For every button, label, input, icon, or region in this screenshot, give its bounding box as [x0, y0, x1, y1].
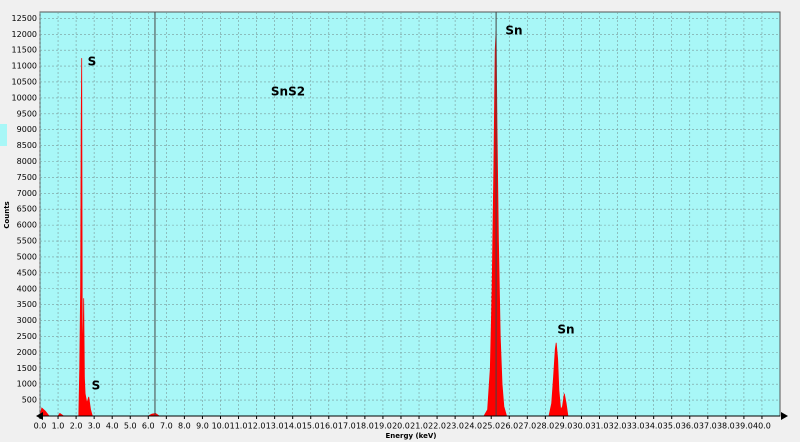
x-tick-label: 3.0: [88, 422, 101, 431]
x-tick-label: 13.0: [266, 422, 284, 431]
x-tick-label: 4.0: [106, 422, 119, 431]
y-tick-label: 3500: [17, 300, 37, 309]
y-tick-label: 7500: [17, 173, 37, 182]
x-tick-label: 15.0: [302, 422, 320, 431]
y-tick-label: 4000: [17, 284, 37, 293]
y-tick-label: 7000: [17, 189, 37, 198]
x-tick-label: 0.0: [34, 422, 47, 431]
x-tick-label: 35.0: [663, 422, 681, 431]
x-tick-label: 26.0: [500, 422, 518, 431]
x-tick-label: 24.0: [464, 422, 482, 431]
y-tick-label: 5000: [17, 252, 37, 261]
x-tick-label: 6.0: [142, 422, 155, 431]
y-tick-label: 3000: [17, 316, 37, 325]
x-tick-label: 5.0: [124, 422, 137, 431]
y-tick-label: 10000: [12, 93, 37, 102]
plot-area: [39, 11, 781, 417]
x-axis-title: Energy (keV): [385, 432, 436, 440]
y-tick-label: 11500: [12, 46, 37, 55]
x-tick-label: 1.0: [52, 422, 65, 431]
y-tick-label: 10500: [12, 77, 37, 86]
y-tick-label: 2000: [17, 348, 37, 357]
y-tick-label: 8500: [17, 141, 37, 150]
x-tick-label: 23.0: [446, 422, 464, 431]
x-tick-label: 7.0: [160, 422, 173, 431]
x-tick-label: 40.0: [753, 422, 771, 431]
y-tick-label: 4500: [17, 268, 37, 277]
x-tick-label: 9.0: [196, 422, 209, 431]
peak-label: S: [88, 55, 97, 69]
x-tick-label: 28.0: [536, 422, 554, 431]
x-tick-label: 37.0: [699, 422, 717, 431]
y-tick-label: 9500: [17, 109, 37, 118]
x-tick-label: 10.0: [212, 422, 230, 431]
y-tick-label: 500: [22, 396, 37, 405]
x-tick-label: 2.0: [70, 422, 83, 431]
peak-label: Sn: [557, 323, 574, 337]
x-tick-label: 33.0: [627, 422, 645, 431]
spectrum: [39, 31, 780, 417]
y-tick-label: 12000: [12, 30, 37, 39]
y-axis-title: Counts: [3, 201, 11, 228]
x-tick-label: 18.0: [356, 422, 374, 431]
y-tick-label: 5500: [17, 237, 37, 246]
x-tick-label: 29.0: [555, 422, 573, 431]
x-tick-label: 25.0: [482, 422, 500, 431]
y-tick-label: 1500: [17, 364, 37, 373]
x-tick-label: 19.0: [374, 422, 392, 431]
scroll-left[interactable]: [36, 412, 43, 420]
y-tick-label: 6000: [17, 221, 37, 230]
x-tick-label: 30.0: [573, 422, 591, 431]
y-tick-label: 6500: [17, 205, 37, 214]
x-tick-label: 20.0: [392, 422, 410, 431]
y-tick-label: 2500: [17, 332, 37, 341]
side-tab[interactable]: [0, 124, 7, 146]
x-tick-label: 36.0: [681, 422, 699, 431]
x-tick-label: 32.0: [609, 422, 627, 431]
x-tick-label: 38.0: [717, 422, 735, 431]
y-tick-label: 11000: [12, 62, 37, 71]
x-tick-label: 17.0: [338, 422, 356, 431]
x-tick-label: 8.0: [178, 422, 191, 431]
x-tick-label: 39.0: [735, 422, 753, 431]
peak-label: S: [92, 379, 101, 393]
x-tick-label: 31.0: [591, 422, 609, 431]
peak-label: Sn: [505, 24, 522, 38]
x-tick-label: 27.0: [518, 422, 536, 431]
peak-label: SnS2: [271, 85, 305, 99]
x-tick-label: 11.0: [230, 422, 248, 431]
x-tick-label: 34.0: [645, 422, 663, 431]
x-tick-label: 22.0: [428, 422, 446, 431]
y-tick-label: 12500: [12, 14, 37, 23]
x-tick-label: 21.0: [410, 422, 428, 431]
x-tick-label: 12.0: [248, 422, 266, 431]
y-tick-label: 9000: [17, 125, 37, 134]
y-tick-label: 8000: [17, 157, 37, 166]
y-tick-label: 1000: [17, 380, 37, 389]
x-tick-label: 16.0: [320, 422, 338, 431]
x-tick-label: 14.0: [284, 422, 302, 431]
scroll-right[interactable]: [781, 412, 788, 420]
